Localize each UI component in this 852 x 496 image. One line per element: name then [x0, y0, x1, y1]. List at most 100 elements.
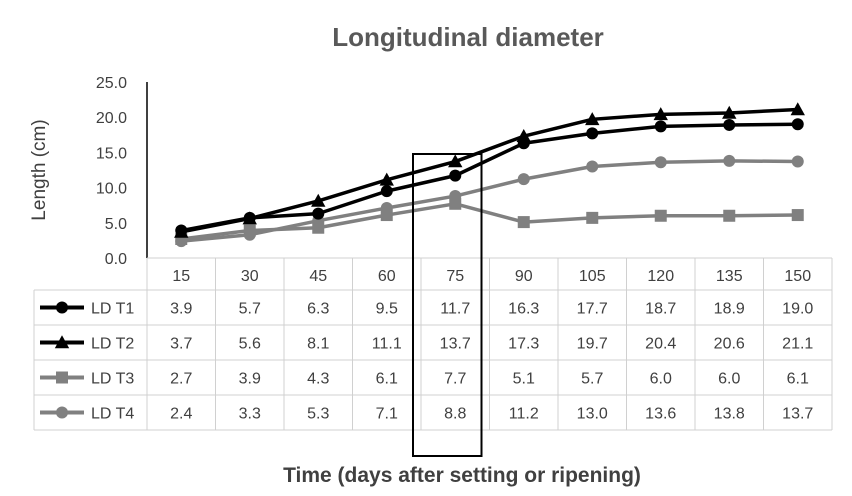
table-cell: 13.7: [440, 336, 471, 353]
data-point: [517, 173, 530, 186]
table-cell: 9.5: [376, 301, 398, 318]
y-tick-label: 20.0: [96, 110, 127, 127]
table-cell: 8.8: [444, 406, 466, 423]
table-cell: 11.1: [372, 336, 402, 353]
table-cell: 5.7: [581, 371, 603, 388]
x-tick-label: 150: [784, 268, 811, 285]
table-cell: 18.7: [645, 301, 676, 318]
x-tick-label: 75: [446, 268, 464, 285]
table-cell: 3.9: [170, 301, 192, 318]
data-point: [517, 216, 530, 229]
table-cell: 7.1: [376, 406, 398, 423]
y-tick-label: 0.0: [105, 251, 127, 268]
table-cell: 2.4: [170, 406, 192, 423]
data-point: [654, 209, 667, 222]
data-point: [790, 102, 805, 116]
chart-title: Longitudinal diameter: [332, 22, 604, 52]
data-point: [242, 211, 257, 225]
y-tick-label: 15.0: [96, 145, 127, 162]
y-tick-label: 10.0: [96, 181, 127, 198]
table-cell: 5.1: [513, 371, 535, 388]
series-line: [180, 107, 798, 234]
data-point: [312, 207, 325, 220]
table-cell: 11.2: [509, 406, 539, 423]
table-cell: 21.1: [782, 336, 813, 353]
table-cell: 6.0: [650, 371, 672, 388]
y-axis: 0.0 5.0 10.0 15.0 20.0 25.0: [96, 75, 148, 268]
table-cell: 7.7: [444, 371, 466, 388]
table-cell: 20.6: [714, 336, 745, 353]
table-cell: 5.7: [239, 301, 261, 318]
table-cell: 5.6: [239, 336, 261, 353]
table-cell: 2.7: [170, 371, 192, 388]
x-tick-label: 60: [378, 268, 396, 285]
table-cell: 18.9: [714, 301, 745, 318]
data-point: [791, 209, 804, 222]
data-point: [791, 118, 804, 131]
highlight-box: [412, 153, 483, 457]
data-point: [653, 107, 668, 121]
x-axis-label: Time (days after setting or ripening): [283, 464, 641, 487]
data-point: [449, 197, 462, 210]
table-cell: 3.3: [239, 406, 261, 423]
table-cell: 13.6: [645, 406, 676, 423]
data-point: [722, 105, 737, 119]
data-point: [723, 209, 736, 222]
data-point: [585, 112, 600, 126]
table-cell: 6.1: [376, 371, 398, 388]
series-line: [180, 122, 798, 233]
table-cell: 6.1: [787, 371, 809, 388]
legend-label: LD T3: [91, 371, 134, 388]
data-point: [174, 224, 189, 238]
data-point: [449, 169, 462, 182]
data-point: [791, 155, 804, 168]
table-cell: 6.0: [718, 371, 740, 388]
table-cell: 20.4: [645, 336, 676, 353]
table-cell: 19.7: [577, 336, 608, 353]
y-tick-label: 25.0: [96, 75, 127, 92]
table-cell: 6.3: [307, 301, 329, 318]
x-tick-label: 45: [309, 268, 327, 285]
data-point: [586, 160, 599, 173]
data-point: [586, 127, 599, 140]
table-cell: 19.0: [782, 301, 813, 318]
table-cell: 16.3: [508, 301, 539, 318]
table-cell: 17.3: [508, 336, 539, 353]
table-cell: 13.0: [577, 406, 608, 423]
data-point: [380, 209, 393, 222]
data-point: [586, 211, 599, 224]
x-tick-label: 105: [579, 268, 606, 285]
table-cell: 4.3: [307, 371, 329, 388]
data-point: [723, 118, 736, 131]
x-tick-label: 135: [716, 268, 743, 285]
data-point: [723, 154, 736, 167]
data-point: [448, 154, 463, 168]
x-tick-label: 120: [647, 268, 674, 285]
data-point: [379, 172, 394, 186]
legend-marker: [56, 406, 68, 419]
legend-label: LD T1: [91, 301, 134, 318]
data-point: [654, 156, 667, 169]
data-point: [654, 120, 667, 133]
table-cell: 13.7: [782, 406, 813, 423]
data-point: [312, 221, 325, 234]
y-axis-label: Length (cm): [29, 119, 50, 220]
series-line: [181, 202, 798, 241]
data-point: [516, 129, 531, 142]
table-cell: 3.7: [170, 336, 192, 353]
legend-label: LD T4: [91, 406, 134, 423]
legend-marker: [56, 301, 68, 314]
data-point: [311, 193, 326, 207]
y-tick-label: 5.0: [105, 216, 127, 233]
table-cell: 17.7: [577, 301, 608, 318]
legend-marker: [54, 335, 70, 349]
table-cell: 8.1: [307, 336, 329, 353]
table-cell: 11.7: [440, 301, 470, 318]
legend-marker: [56, 371, 68, 384]
x-tick-label: 15: [172, 268, 190, 285]
table-cell: 3.9: [239, 371, 261, 388]
legend-label: LD T2: [91, 336, 134, 353]
table-cell: 5.3: [307, 406, 329, 423]
x-tick-label: 90: [515, 268, 533, 285]
